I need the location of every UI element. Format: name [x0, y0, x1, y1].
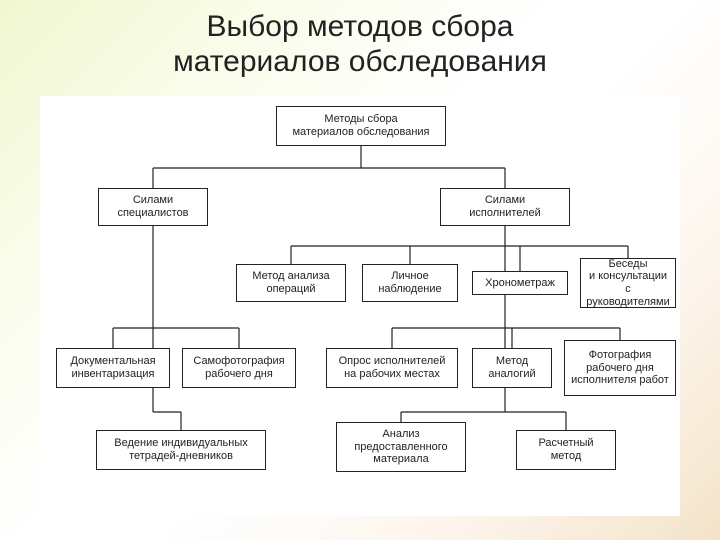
node-exec: Силамиисполнителей	[440, 188, 570, 226]
node-hron: Хронометраж	[472, 271, 568, 295]
node-analp: Анализпредоставленногоматериала	[336, 422, 466, 472]
diagram-canvas: Методы сбораматериалов обследования Силам…	[40, 96, 680, 516]
node-licn: Личноенаблюдение	[362, 264, 458, 302]
node-analop: Метод анализаопераций	[236, 264, 346, 302]
node-foto: Фотографиярабочего дняисполнителя работ	[564, 340, 676, 396]
node-analm: Методаналогий	[472, 348, 552, 388]
node-selfp: Самофотографиярабочего дня	[182, 348, 296, 388]
node-opros: Опрос исполнителейна рабочих местах	[326, 348, 458, 388]
node-spec: Силамиспециалистов	[98, 188, 208, 226]
title-line-2: материалов обследования	[173, 45, 547, 78]
slide-page: Выбор методов сбора материалов обследова…	[0, 0, 720, 540]
node-rasch: Расчетныйметод	[516, 430, 616, 470]
title-line-1: Выбор методов сбора	[207, 10, 514, 43]
node-vedenie: Ведение индивидуальныхтетрадей-дневников	[96, 430, 266, 470]
node-besed: Беседыи консультациис руководителями	[580, 258, 676, 308]
node-root: Методы сбораматериалов обследования	[276, 106, 446, 146]
slide-title: Выбор методов сбора материалов обследова…	[0, 10, 720, 79]
node-docinv: Документальнаяинвентаризация	[56, 348, 170, 388]
